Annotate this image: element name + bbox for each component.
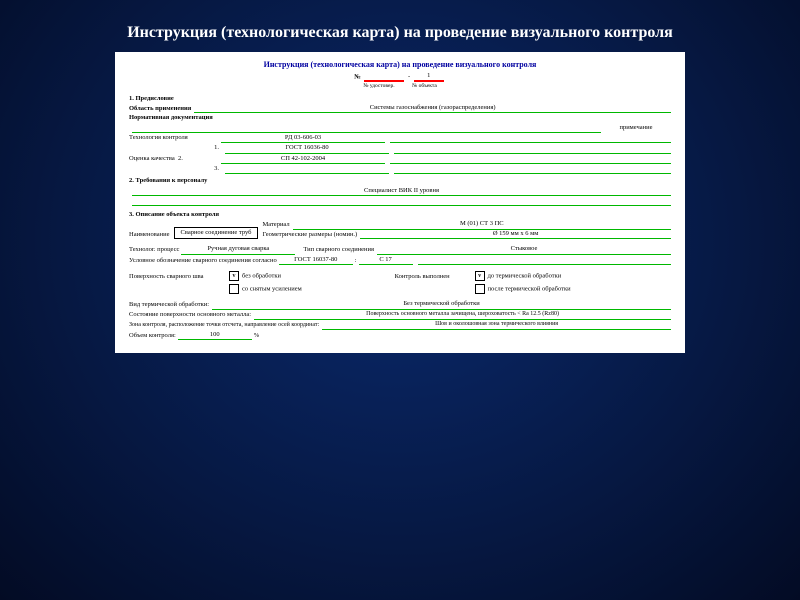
- line-3-note: [394, 165, 671, 174]
- cb3-label: до термической обработки: [488, 273, 562, 280]
- vol-percent: %: [254, 332, 259, 340]
- quality-label: Оценка качества: [129, 155, 175, 162]
- jtype-label: Тип сварного соединения: [303, 246, 374, 254]
- checkbox-before-heat[interactable]: v: [475, 271, 485, 281]
- row-checkboxes: Поверхность сварного шва vбез обработки …: [129, 271, 671, 294]
- doc-title: Инструкция (технологическая карта) на пр…: [129, 60, 671, 70]
- row-spec: Специалист ВИК II уровня: [129, 187, 671, 196]
- line-1-value: ГОСТ 16036-80: [225, 144, 389, 153]
- checkbox-removed[interactable]: [229, 284, 239, 294]
- section-2: 2. Требования к персоналу: [129, 177, 671, 185]
- row-spec-blank: [129, 197, 671, 206]
- checkbox-no-treat[interactable]: v: [229, 271, 239, 281]
- row-tech: Технология контроля РД 03-606-03: [129, 134, 671, 143]
- row-normdoc: Нормативная документация: [129, 114, 671, 122]
- row-note: примечание: [129, 124, 671, 133]
- num-sub-cert: № удостовер.: [363, 83, 394, 90]
- normdoc-label: Нормативная документация: [129, 114, 213, 122]
- desig-std: ГОСТ 16037-80: [279, 256, 353, 265]
- row-volume: Объем контроля: 100 %: [129, 331, 671, 340]
- row-base: Состояние поверхности основного металла:…: [129, 311, 671, 320]
- area-label: Область применения: [129, 105, 191, 113]
- row-area: Область применения Системы газоснабжения…: [129, 104, 671, 113]
- geom-value: Ø 159 мм х 6 мм: [360, 230, 671, 239]
- row-l3: 3.: [129, 165, 671, 174]
- proc-label: Технолог. процесс: [129, 246, 179, 254]
- zone-value: Шов и околошовная зона термического влия…: [322, 321, 671, 330]
- name-label: Наименование: [129, 231, 170, 239]
- line-2-label: 2.: [178, 155, 183, 162]
- row-zone: Зона контроля, расположение точки отсчет…: [129, 321, 671, 330]
- cb1-label: без обработки: [242, 273, 281, 280]
- tech-value: РД 03-606-03: [221, 134, 385, 143]
- num-sublabels: № удостовер. № объекта: [129, 83, 671, 90]
- spec-blank: [132, 197, 671, 206]
- row-qual: Оценка качества 2. СП 42-102-2004: [129, 155, 671, 164]
- row-gost1: 1. ГОСТ 16036-80: [129, 144, 671, 153]
- doc-number-line: № - 1: [129, 72, 671, 82]
- section-3: 3. Описание объекта контроля: [129, 211, 671, 219]
- tech-note-underline: [390, 134, 671, 143]
- jtype-value: Стыковое: [377, 245, 671, 254]
- num-label: №: [354, 74, 361, 81]
- specialist-value: Специалист ВИК II уровня: [132, 187, 671, 196]
- vol-value: 100: [178, 331, 252, 340]
- area-value: Системы газоснабжения (газораспределения…: [194, 104, 671, 113]
- row-name-mat: Наименование Сварное соединение труб Мат…: [129, 220, 671, 239]
- num-cert-underline: [364, 72, 404, 82]
- line-2-value: СП 42-102-2004: [221, 155, 385, 164]
- therm-value: Без термической обработки: [212, 300, 671, 309]
- cb2-label: со снятым усилением: [242, 286, 302, 293]
- base-value: Поверхность основного металла зачищена, …: [254, 311, 671, 320]
- vol-label: Объем контроля:: [129, 332, 176, 340]
- zone-label: Зона контроля, расположение точки отсчет…: [129, 322, 319, 330]
- slide-title: Инструкция (технологическая карта) на пр…: [0, 0, 800, 52]
- line-3-label: 3.: [129, 165, 223, 174]
- line-1-note: [394, 144, 671, 153]
- therm-label: Вид термической обработки:: [129, 301, 209, 309]
- desig-value: С 17: [359, 256, 413, 265]
- row-therm: Вид термической обработки: Без термическ…: [129, 300, 671, 309]
- name-box: Сварное соединение труб: [174, 227, 259, 239]
- num-dash: -: [408, 74, 410, 81]
- blank-underline: [132, 124, 601, 133]
- desig-label: Условное обозначение сварного соединения…: [129, 257, 277, 265]
- material-value: М (01) СТ 3 ПС: [293, 220, 671, 229]
- geom-label: Геометрические размеры (номин.): [262, 231, 357, 239]
- line-2-note: [390, 155, 671, 164]
- desig-colon: :: [355, 257, 357, 265]
- surf-label: Поверхность сварного шва: [129, 273, 229, 281]
- section-1: 1. Предисловие: [129, 95, 671, 103]
- checkbox-after-heat[interactable]: [475, 284, 485, 294]
- row-desig: Условное обозначение сварного соединения…: [129, 256, 671, 265]
- row-proc: Технолог. процесс Ручная дуговая сварка …: [129, 245, 671, 254]
- document-card: Инструкция (технологическая карта) на пр…: [115, 52, 685, 353]
- num-sub-obj: № объекта: [412, 83, 437, 90]
- material-label: Материал: [262, 221, 289, 229]
- proc-value: Ручная дуговая сварка: [181, 245, 295, 254]
- desig-rest: [418, 256, 671, 265]
- note-label: примечание: [601, 124, 671, 132]
- line-1-label: 1.: [129, 144, 223, 153]
- base-label: Состояние поверхности основного металла:: [129, 311, 251, 319]
- line-3-value: [225, 165, 389, 174]
- ctrl-label: Контроль выполнен: [395, 273, 475, 281]
- num-object-underline: 1: [414, 72, 444, 82]
- cb4-label: после термической обработки: [488, 286, 571, 293]
- tech-label: Технология контроля: [129, 134, 219, 143]
